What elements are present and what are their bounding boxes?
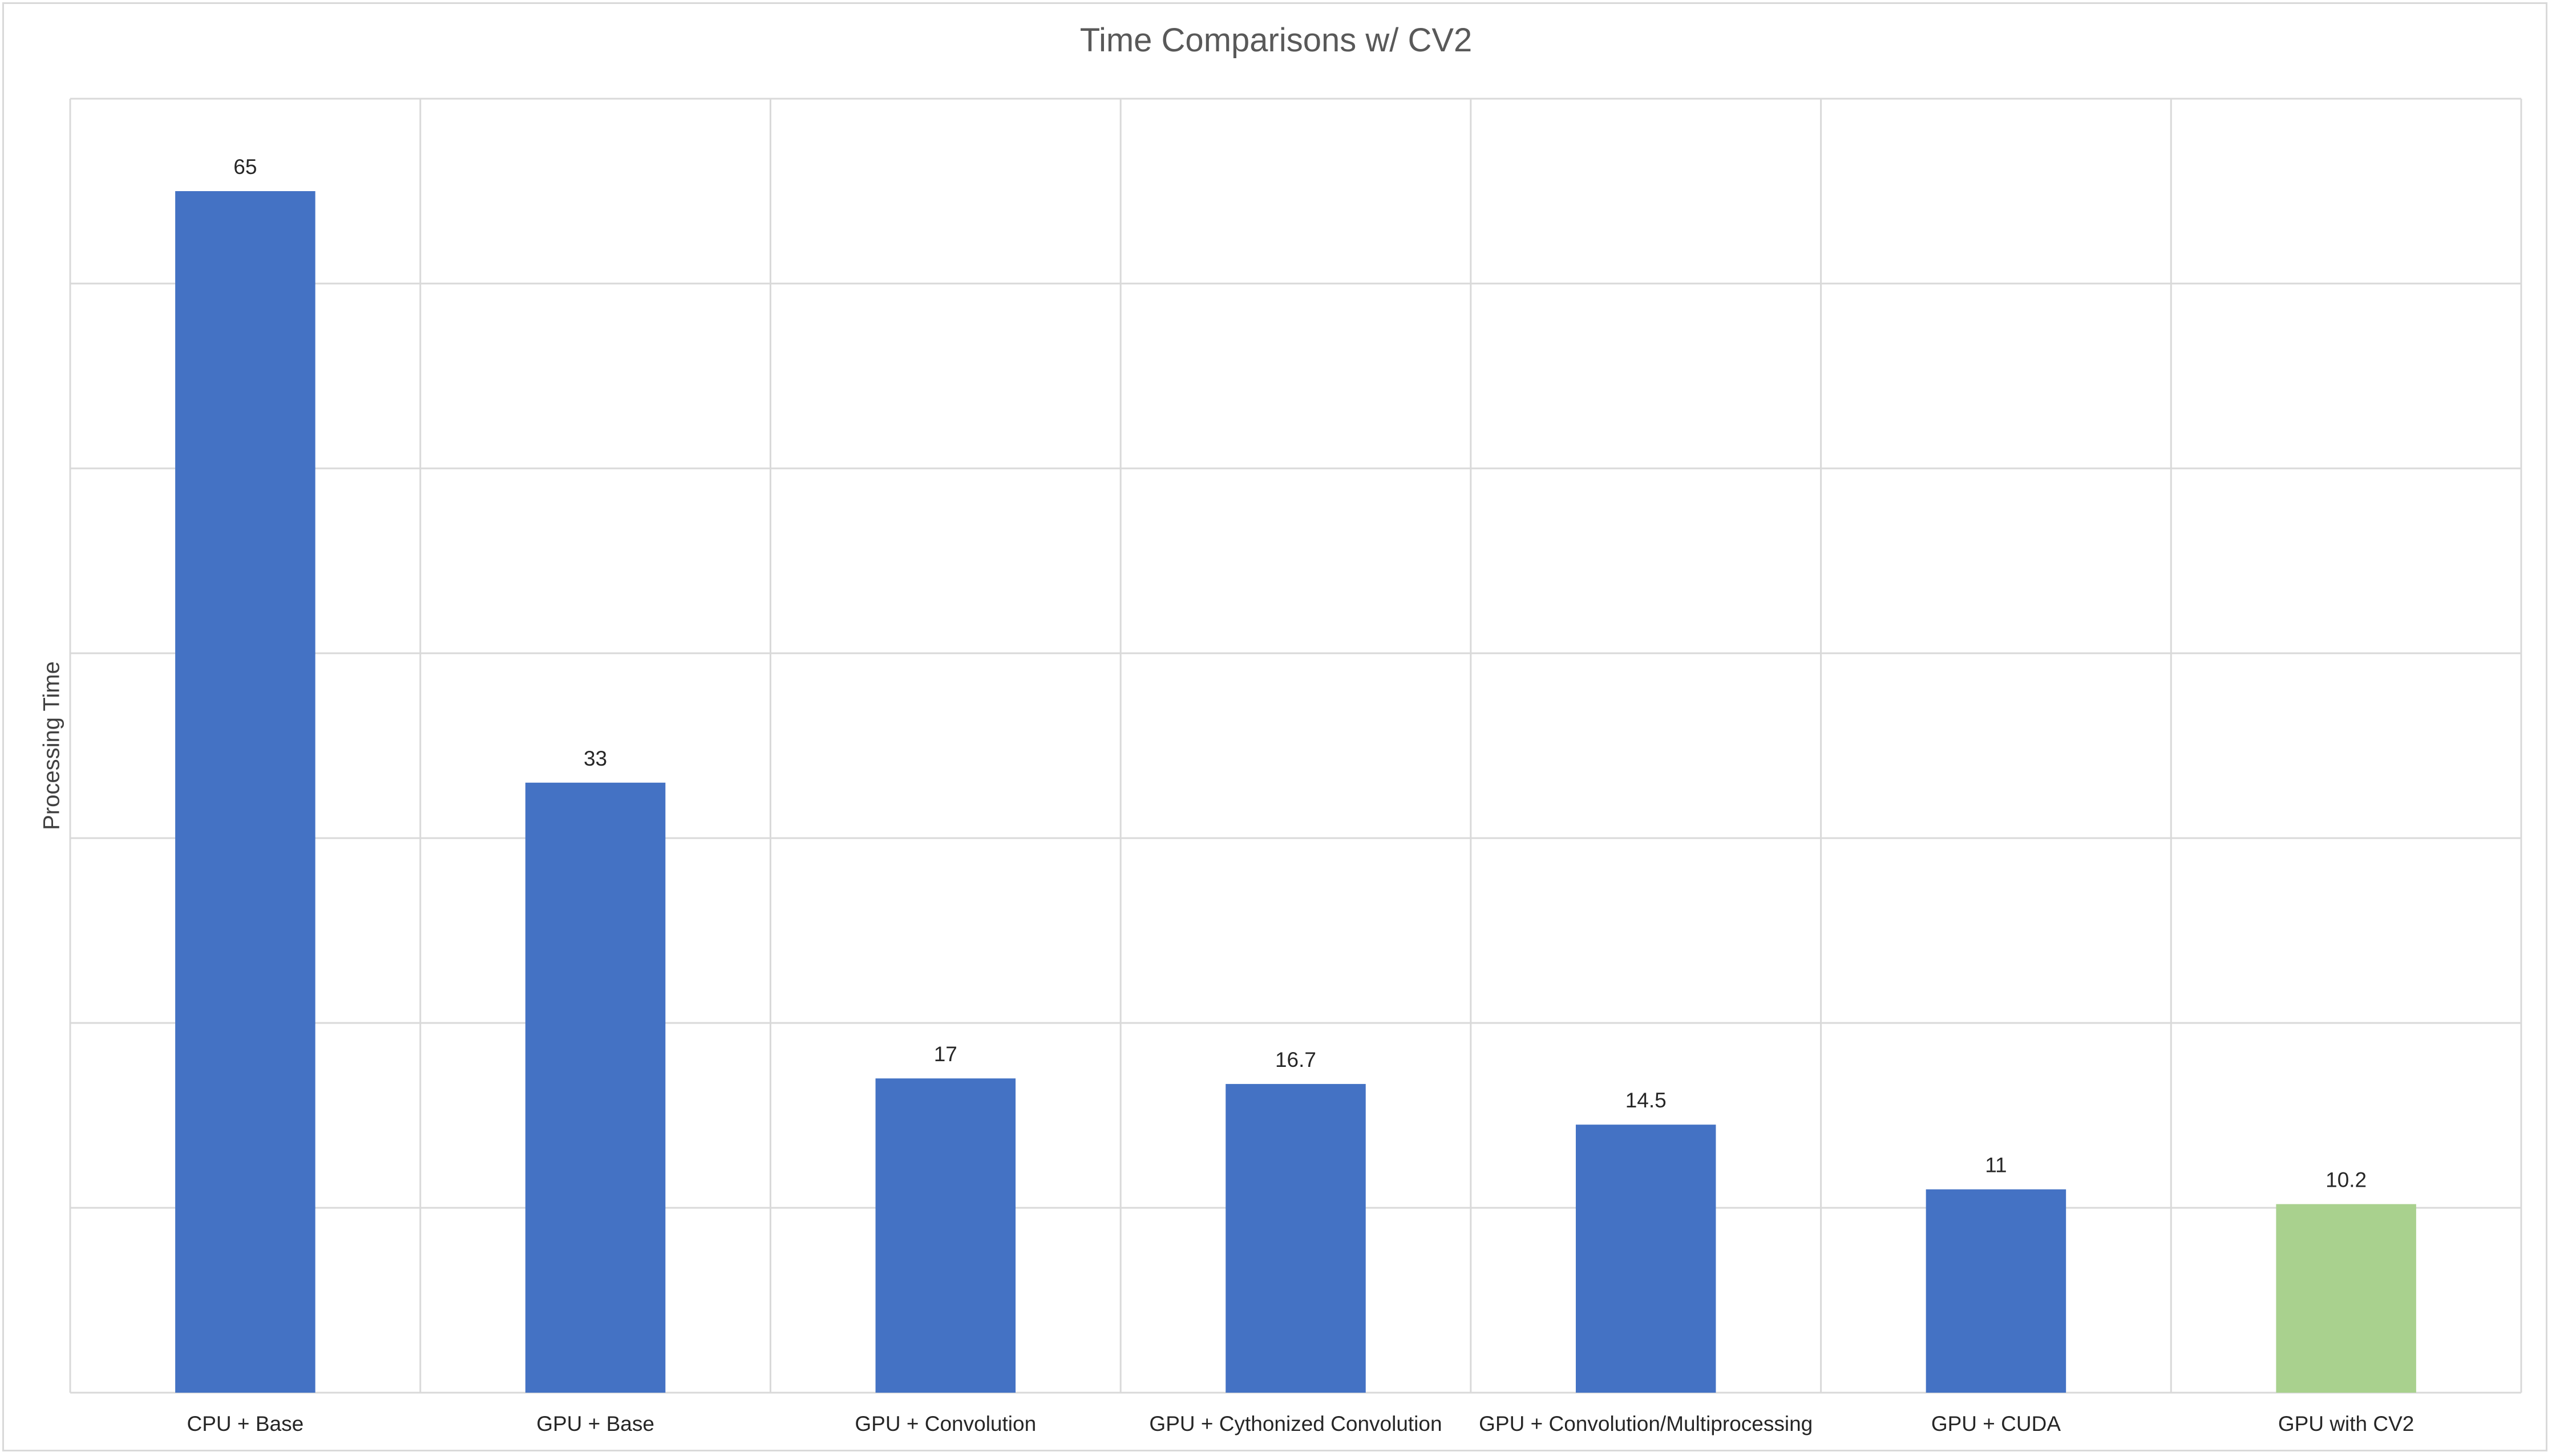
bar — [2276, 1204, 2416, 1393]
bar — [175, 191, 316, 1393]
bar — [875, 1078, 1016, 1393]
data-label: 65 — [233, 155, 257, 179]
category-label: GPU + Base — [536, 1412, 654, 1435]
bars — [175, 191, 2416, 1393]
bar — [1226, 1083, 1366, 1393]
bar — [1926, 1189, 2066, 1393]
category-label: GPU + Convolution/Multiprocessing — [1479, 1412, 1813, 1435]
category-label: GPU + CUDA — [1931, 1412, 2061, 1435]
data-label: 10.2 — [2325, 1168, 2367, 1192]
category-label: GPU + Cythonized Convolution — [1149, 1412, 1442, 1435]
category-label: GPU with CV2 — [2278, 1412, 2415, 1435]
category-label: GPU + Convolution — [855, 1412, 1036, 1435]
category-labels: CPU + Base GPU + Base GPU + Convolution GPU… — [187, 1412, 2415, 1435]
bar — [1575, 1125, 1716, 1393]
data-label: 17 — [934, 1042, 957, 1066]
category-label: CPU + Base — [187, 1412, 304, 1435]
data-label: 16.7 — [1275, 1048, 1316, 1071]
data-label: 33 — [584, 747, 607, 770]
gridlines — [69, 98, 2522, 1394]
chart-title: Time Comparisons w/ CV2 — [1079, 22, 1473, 59]
data-label: 14.5 — [1625, 1089, 1667, 1112]
bar — [525, 782, 666, 1393]
data-labels: 65 33 17 16.7 14.5 11 10.2 — [233, 155, 2367, 1192]
data-label: 11 — [1985, 1154, 2007, 1177]
